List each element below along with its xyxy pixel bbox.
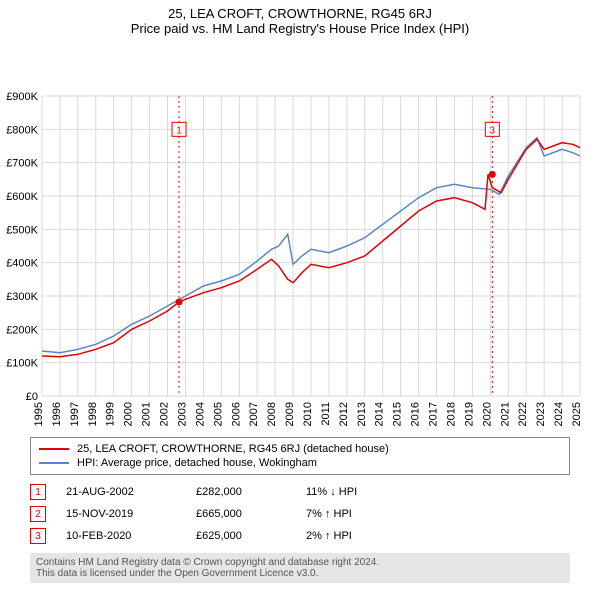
legend-item: HPI: Average price, detached house, Woki…	[39, 456, 561, 470]
svg-text:£400K: £400K	[6, 258, 38, 270]
svg-text:1998: 1998	[87, 402, 99, 426]
footer-line: Contains HM Land Registry data © Crown c…	[36, 557, 564, 568]
svg-text:2001: 2001	[141, 402, 153, 426]
legend-label: 25, LEA CROFT, CROWTHORNE, RG45 6RJ (det…	[77, 443, 389, 455]
svg-text:£800K: £800K	[6, 124, 38, 136]
svg-text:£700K: £700K	[6, 158, 38, 170]
transaction-marker: 2	[30, 506, 46, 522]
svg-text:2023: 2023	[535, 402, 547, 426]
transaction-row: 2 15-NOV-2019 £665,000 7% ↑ HPI	[0, 503, 600, 525]
svg-text:3: 3	[490, 125, 496, 136]
svg-text:£500K: £500K	[6, 224, 38, 236]
svg-text:2016: 2016	[410, 402, 422, 426]
svg-text:2018: 2018	[445, 402, 457, 426]
svg-text:1997: 1997	[69, 402, 81, 426]
transaction-price: £625,000	[196, 530, 286, 542]
svg-text:2010: 2010	[302, 402, 314, 426]
legend-item: 25, LEA CROFT, CROWTHORNE, RG45 6RJ (det…	[39, 442, 561, 456]
legend-swatch	[39, 448, 69, 450]
svg-text:2014: 2014	[374, 402, 386, 426]
svg-text:2025: 2025	[571, 402, 583, 426]
transaction-marker: 3	[30, 528, 46, 544]
svg-text:1995: 1995	[33, 402, 45, 426]
transaction-row: 1 21-AUG-2002 £282,000 11% ↓ HPI	[0, 481, 600, 503]
svg-text:2006: 2006	[230, 402, 242, 426]
svg-text:2017: 2017	[428, 402, 440, 426]
transaction-date: 10-FEB-2020	[66, 530, 176, 542]
chart-title-sub: Price paid vs. HM Land Registry's House …	[0, 21, 600, 36]
transaction-marker: 1	[30, 484, 46, 500]
chart-container: 25, LEA CROFT, CROWTHORNE, RG45 6RJ Pric…	[0, 0, 600, 590]
svg-text:2002: 2002	[159, 402, 171, 426]
svg-text:2011: 2011	[320, 402, 332, 426]
svg-text:£300K: £300K	[6, 291, 38, 303]
svg-text:2004: 2004	[194, 402, 206, 426]
svg-text:£0: £0	[26, 391, 38, 403]
svg-text:2003: 2003	[176, 402, 188, 426]
svg-text:2019: 2019	[463, 402, 475, 426]
legend: 25, LEA CROFT, CROWTHORNE, RG45 6RJ (det…	[30, 437, 570, 475]
svg-text:£600K: £600K	[6, 191, 38, 203]
transaction-delta: 7% ↑ HPI	[306, 508, 352, 520]
svg-text:1999: 1999	[105, 402, 117, 426]
footer: Contains HM Land Registry data © Crown c…	[30, 553, 570, 583]
svg-text:£900K: £900K	[6, 91, 38, 103]
svg-text:2008: 2008	[266, 402, 278, 426]
svg-text:2005: 2005	[212, 402, 224, 426]
transaction-price: £282,000	[196, 486, 286, 498]
transaction-row: 3 10-FEB-2020 £625,000 2% ↑ HPI	[0, 525, 600, 547]
svg-text:1: 1	[176, 125, 182, 136]
footer-line: This data is licensed under the Open Gov…	[36, 568, 564, 579]
transaction-date: 21-AUG-2002	[66, 486, 176, 498]
svg-text:2020: 2020	[481, 402, 493, 426]
chart-svg: £0 £100K £200K £300K £400K £500K £600K £700K £80…	[0, 36, 600, 426]
svg-text:2022: 2022	[517, 402, 529, 426]
legend-swatch	[39, 462, 69, 464]
transaction-delta: 11% ↓ HPI	[306, 486, 357, 498]
transaction-price: £665,000	[196, 508, 286, 520]
svg-text:2013: 2013	[356, 402, 368, 426]
svg-text:2009: 2009	[284, 402, 296, 426]
svg-text:2007: 2007	[248, 402, 260, 426]
svg-text:1996: 1996	[51, 402, 63, 426]
svg-text:£100K: £100K	[6, 358, 38, 370]
transaction-list: 1 21-AUG-2002 £282,000 11% ↓ HPI 2 15-NOV-201…	[0, 481, 600, 547]
svg-text:2015: 2015	[392, 402, 404, 426]
svg-text:2012: 2012	[338, 402, 350, 426]
svg-text:2021: 2021	[499, 402, 511, 426]
svg-text:2024: 2024	[553, 402, 565, 426]
transaction-date: 15-NOV-2019	[66, 508, 176, 520]
chart-title-address: 25, LEA CROFT, CROWTHORNE, RG45 6RJ	[0, 6, 600, 21]
legend-label: HPI: Average price, detached house, Woki…	[77, 457, 317, 469]
svg-text:2000: 2000	[123, 402, 135, 426]
svg-text:£200K: £200K	[6, 324, 38, 336]
transaction-delta: 2% ↑ HPI	[306, 530, 352, 542]
